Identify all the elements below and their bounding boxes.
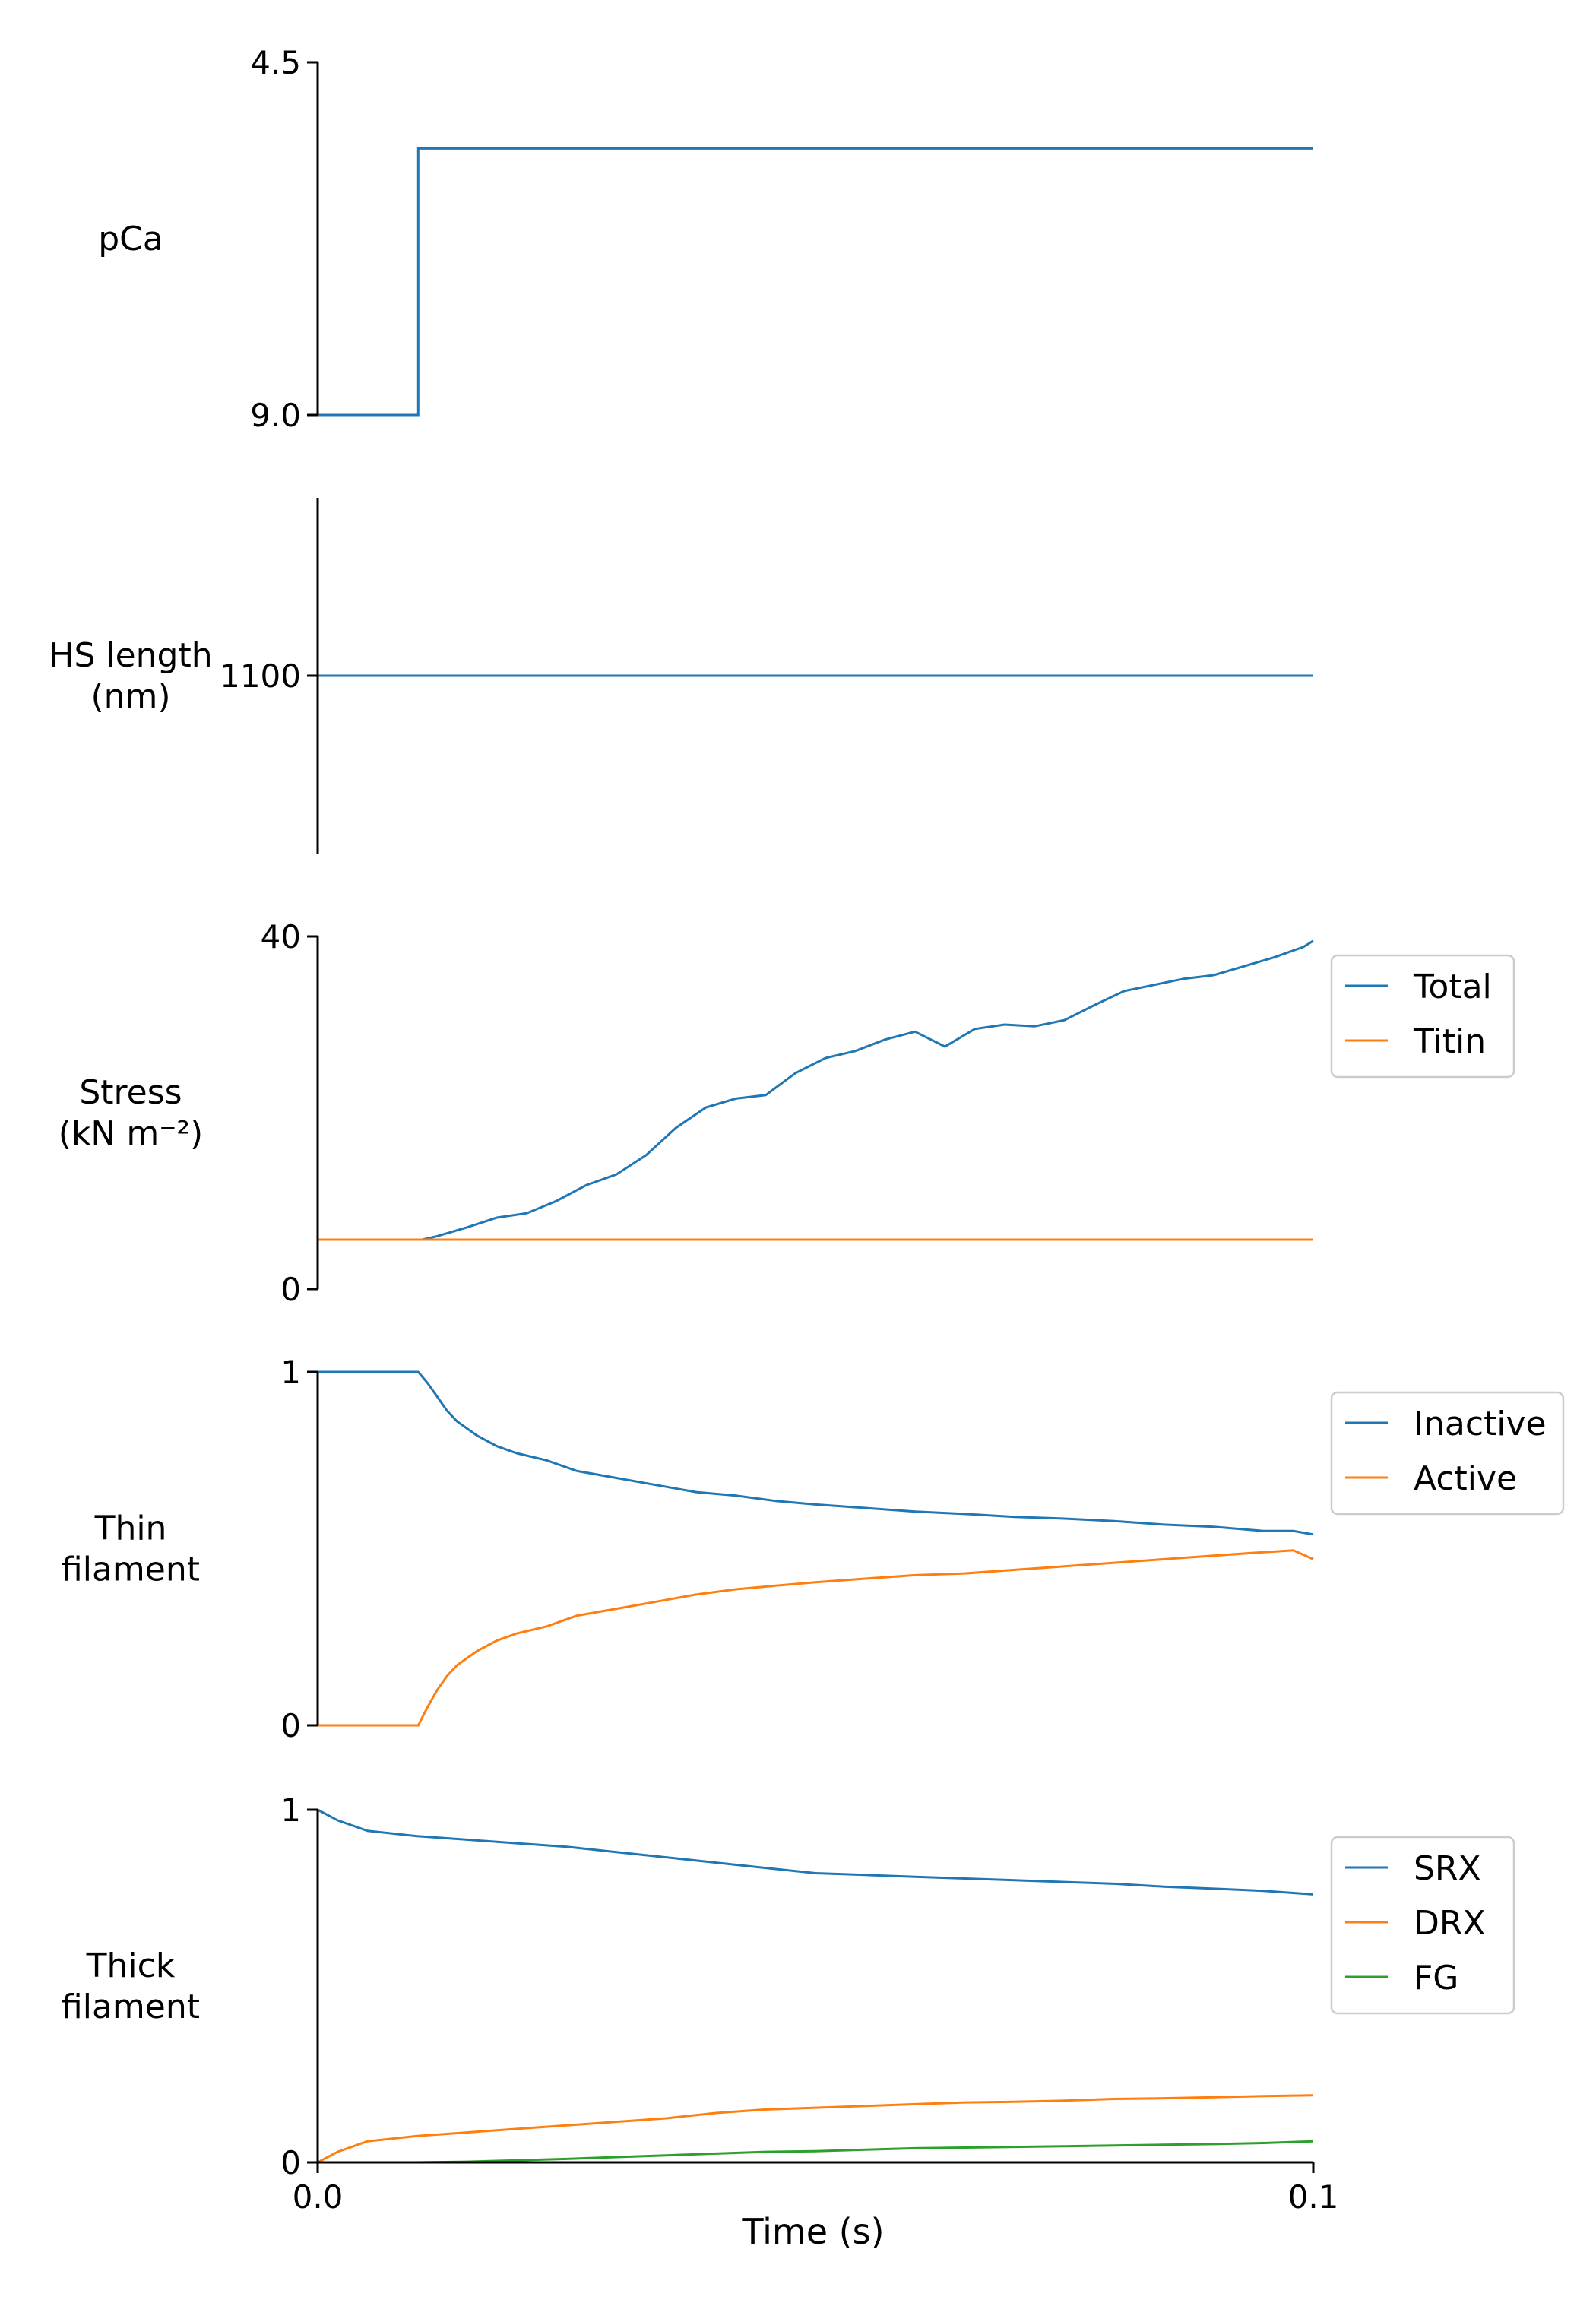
legend: SRX DRX FG: [1330, 1836, 1515, 2015]
y-axis-label: Stress: [79, 1073, 182, 1112]
x-tick-label: 0.1: [1288, 2178, 1339, 2216]
y-tick-label: 0: [280, 1707, 301, 1744]
y-axis-label: (kN m⁻²): [59, 1114, 203, 1153]
series-line-inactive: [318, 1370, 1314, 1536]
legend: Total Titin: [1330, 954, 1515, 1079]
y-axis-label: filament: [62, 1988, 200, 2026]
legend-label: Active: [1414, 1459, 1517, 1498]
y-tick-label: 0: [280, 1271, 301, 1308]
series-line-pca: [318, 147, 1313, 417]
legend-frame: [1330, 1391, 1565, 1516]
x-tick-label: 0.0: [293, 2178, 344, 2216]
y-tick-label: 1: [280, 1791, 301, 1829]
y-axis-label: Thin: [94, 1509, 167, 1548]
legend-frame: [1330, 1836, 1515, 2015]
y-axis-label: HS length: [49, 636, 212, 675]
y-tick-label: 1: [280, 1354, 301, 1391]
y-axis-label: filament: [62, 1551, 200, 1589]
y-axis-label: pCa: [98, 220, 163, 258]
legend-label: Inactive: [1414, 1405, 1547, 1443]
series-line-total: [318, 939, 1314, 1241]
legend-label: DRX: [1414, 1904, 1486, 1943]
legend-label: SRX: [1414, 1849, 1481, 1888]
panel-stress: 0 40 Stress(kN m⁻²) Total Titin: [59, 918, 1515, 1308]
y-tick-label: 1100: [220, 657, 301, 695]
y-axis-label: (nm): [90, 677, 170, 716]
x-axis-label: Time (s): [741, 2211, 884, 2252]
x-axis: Time (s): [741, 2211, 884, 2252]
y-tick-label: 4.5: [250, 44, 301, 81]
legend-label: Total: [1413, 968, 1492, 1006]
panel-pca: 9.0 4.5 pCa: [98, 44, 1313, 434]
y-axis-label: Thick: [86, 1947, 176, 1985]
legend: Inactive Active: [1330, 1391, 1565, 1516]
series-line-drx: [317, 2094, 1314, 2164]
y-tick-label: 9.0: [250, 397, 301, 434]
series-line-srx: [317, 1808, 1314, 1896]
series-line-fg: [318, 2140, 1314, 2164]
legend-label: FG: [1414, 1959, 1458, 1997]
series-line-active: [318, 1549, 1314, 1727]
y-tick-label: 40: [261, 918, 301, 955]
legend-label: Titin: [1413, 1022, 1486, 1061]
y-tick-label: 0: [280, 2144, 301, 2181]
